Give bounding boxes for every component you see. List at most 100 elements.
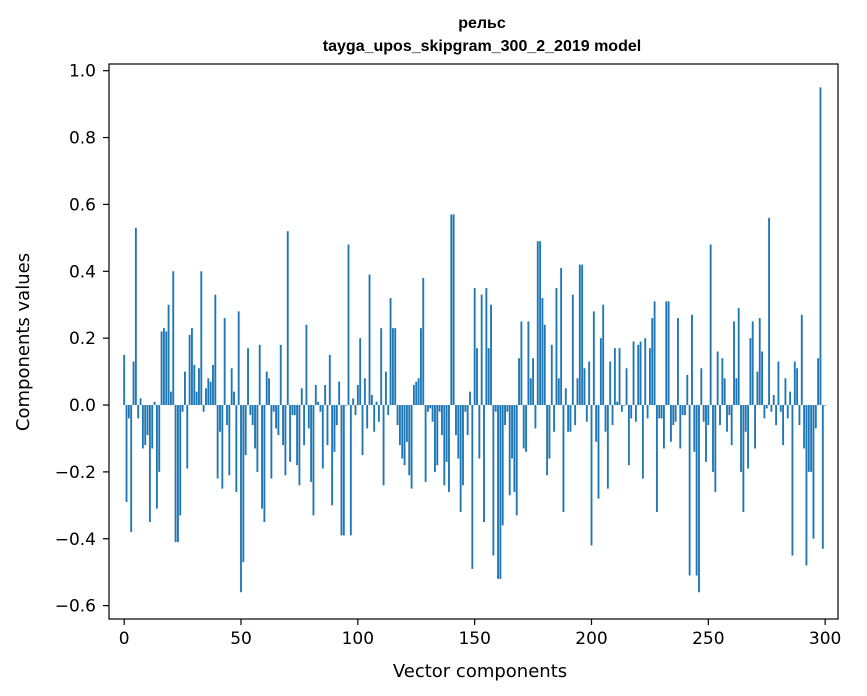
bar-7 [139,398,142,406]
bar-64 [272,405,275,412]
bar-131 [429,405,432,409]
bar-276 [768,217,771,406]
bar-179 [541,298,544,406]
bar-154 [483,405,485,523]
bar-262 [735,378,738,406]
bar-9 [144,405,147,446]
bar-17 [162,328,165,406]
bar-216 [627,405,630,466]
bar-135 [438,405,441,412]
bar-60 [263,405,266,523]
bar-163 [504,405,506,426]
bar-85 [321,405,324,469]
bar-277 [770,405,773,412]
y-tick-label: 1.0 [69,62,96,82]
bar-292 [805,405,808,566]
bar-108 [375,401,378,406]
bar-158 [492,405,495,556]
bar-189 [564,388,567,406]
bar-261 [733,321,735,406]
bar-72 [291,405,294,416]
bar-184 [553,405,556,432]
bar-275 [765,405,768,409]
bar-270 [754,405,756,449]
bar-279 [775,405,778,426]
bar-112 [384,371,387,406]
bar-221 [639,341,642,406]
bar-207 [606,405,609,489]
bar-267 [747,405,749,469]
bar-33 [200,271,203,406]
bar-111 [382,405,385,486]
bar-57 [256,405,259,472]
bar-198 [585,405,588,422]
bar-233 [667,301,670,406]
bar-series [123,87,827,593]
bar-25 [181,405,184,412]
bar-30 [193,364,196,406]
bar-92 [338,381,341,406]
bar-130 [427,405,429,412]
bar-28 [188,334,191,406]
bar-176 [534,405,537,429]
bar-88 [328,354,331,406]
bar-67 [279,344,282,406]
bar-220 [637,344,640,406]
y-tick-label: 0.4 [69,262,96,282]
bar-172 [525,405,528,452]
bar-194 [576,378,579,406]
bar-4 [132,361,135,406]
bar-16 [160,331,163,406]
bar-284 [786,405,789,419]
bar-97 [349,405,352,536]
bar-280 [777,361,780,406]
bar-134 [436,405,439,466]
bar-34 [202,405,205,412]
bar-5 [134,227,137,406]
bar-250 [707,405,710,426]
bar-110 [380,328,383,406]
bar-132 [431,405,434,422]
bar-229 [658,405,661,419]
bar-201 [592,311,595,406]
bar-283 [784,378,787,406]
bar-251 [709,244,712,406]
bar-169 [518,358,520,406]
bar-41 [219,405,221,432]
bar-128 [422,277,425,406]
bar-6 [137,405,140,419]
bar-71 [289,405,292,462]
bar-259 [728,405,731,416]
bar-252 [712,405,714,472]
bar-282 [782,405,785,446]
x-tick-label: 100 [342,629,374,649]
bar-8 [141,405,144,449]
bar-193 [574,405,577,426]
bar-100 [356,384,359,406]
bar-133 [434,405,436,472]
bar-240 [684,405,686,416]
bar-164 [506,405,509,412]
bar-241 [686,374,689,406]
x-tick-label: 50 [230,629,252,649]
bar-13 [153,401,156,406]
bar-40 [216,405,219,479]
bar-93 [340,405,343,536]
bar-126 [417,378,420,406]
bar-15 [158,405,161,472]
bar-208 [609,361,612,406]
bar-168 [515,405,518,516]
bar-151 [476,348,478,406]
bar-222 [641,405,644,479]
bar-35 [205,388,207,406]
bar-212 [618,348,621,406]
y-tick-label: 0.8 [69,129,96,149]
bar-141 [452,214,455,406]
bar-11 [148,405,151,523]
chart-title: рельс [458,15,506,32]
bar-217 [630,405,633,419]
bar-21 [172,271,175,406]
bar-98 [352,398,355,406]
